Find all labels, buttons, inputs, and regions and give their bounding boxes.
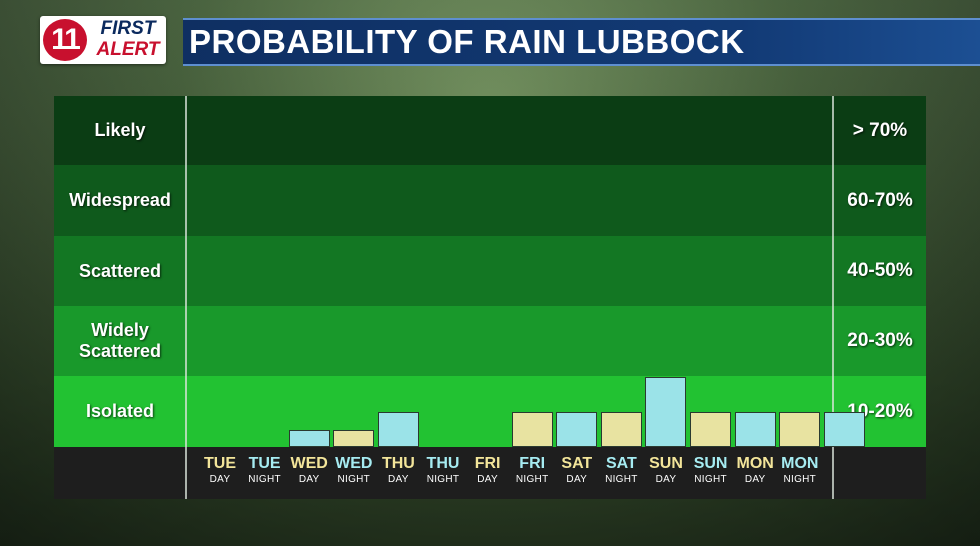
- tick-period: DAY: [477, 474, 498, 485]
- tick-day: WED: [290, 455, 328, 472]
- tick-period: DAY: [209, 474, 231, 485]
- tick-label-fri-night: FRI NIGHT: [510, 455, 554, 487]
- tick-period: DAY: [744, 474, 766, 485]
- tick-day: TUE: [204, 455, 236, 472]
- tick-label-sat-night: SAT NIGHT: [599, 455, 643, 487]
- tick-day: MON: [736, 455, 774, 472]
- bar-fri-day: [511, 412, 553, 447]
- band-range: 20-30%: [847, 330, 913, 351]
- tick-period: NIGHT: [248, 474, 281, 485]
- bar-sat-night: [645, 377, 687, 447]
- band-range: 40-50%: [847, 260, 913, 281]
- x-axis-strip: [54, 447, 926, 499]
- tick-label-fri-day: FRI DAY: [466, 455, 510, 487]
- tick-label-sat-day: SAT DAY: [555, 455, 599, 487]
- bar-wed-day: [333, 429, 375, 447]
- first-alert-logo: 11 FIRST ALERT: [40, 16, 166, 64]
- tick-period: DAY: [388, 474, 409, 485]
- band-widely-scattered: Widely Scattered 20-30%: [54, 306, 926, 376]
- bar-sun-night: [734, 412, 776, 447]
- tick-day: FRI: [519, 455, 546, 472]
- logo-number: 11: [43, 19, 87, 61]
- tick-label-thu-day: THU DAY: [376, 455, 420, 487]
- tick-period: NIGHT: [783, 474, 817, 485]
- tick-period: DAY: [566, 474, 588, 485]
- tick-label-tue-day: TUE DAY: [198, 455, 242, 487]
- logo-wordmark: FIRST ALERT: [90, 18, 166, 60]
- tick-day: THU: [381, 455, 415, 472]
- tick-label-wed-day: WED DAY: [287, 455, 331, 487]
- tick-day: WED: [335, 455, 373, 472]
- left-divider: [185, 96, 187, 499]
- bar-mon-day: [779, 412, 821, 447]
- band-label: Likely: [94, 120, 146, 140]
- tick-period: NIGHT: [337, 474, 371, 485]
- tick-label-thu-night: THU NIGHT: [421, 455, 465, 487]
- band-scattered: Scattered 40-50%: [54, 236, 926, 306]
- tick-day: MON: [781, 455, 819, 472]
- band-range: > 70%: [852, 119, 908, 141]
- tick-period: NIGHT: [515, 474, 549, 485]
- tick-day: THU: [426, 455, 460, 472]
- tick-day: SAT: [561, 455, 593, 472]
- band-label: Scattered: [78, 260, 162, 281]
- tick-period: NIGHT: [426, 474, 460, 485]
- tick-label-mon-day: MON DAY: [733, 455, 777, 487]
- bar-sat-day: [600, 412, 642, 447]
- bar-fri-night: [556, 412, 598, 447]
- tick-label-tue-night: TUE NIGHT: [243, 455, 287, 487]
- tick-label-wed-night: WED NIGHT: [332, 455, 376, 487]
- page-title: PROBABILITY OF RAIN LUBBOCK: [189, 23, 745, 60]
- logo-line-1: FIRST: [100, 18, 156, 39]
- tick-period: DAY: [655, 474, 677, 485]
- band-range: 60-70%: [847, 189, 913, 211]
- tick-label-sun-day: SUN DAY: [644, 455, 688, 487]
- bar-mon-night: [823, 412, 865, 447]
- tick-day: SUN: [693, 455, 728, 472]
- bar-tue-night: [288, 429, 330, 447]
- tick-period: NIGHT: [694, 474, 727, 485]
- tick-period: NIGHT: [605, 474, 638, 485]
- band-label: Isolated: [85, 401, 155, 421]
- band-label: Widely Scattered: [78, 320, 162, 361]
- band-widespread: Widespread 60-70%: [54, 165, 926, 236]
- bar-wed-night: [377, 412, 419, 447]
- tick-day: TUE: [248, 455, 281, 472]
- logo-line-2: ALERT: [96, 39, 160, 60]
- tick-day: SUN: [649, 455, 683, 472]
- band-likely: Likely > 70%: [54, 96, 926, 165]
- tick-label-sun-night: SUN NIGHT: [689, 455, 733, 487]
- right-divider: [832, 96, 834, 499]
- tick-day: FRI: [474, 455, 501, 472]
- bar-sun-day: [690, 412, 731, 447]
- tick-label-mon-night: MON NIGHT: [778, 455, 822, 487]
- tick-period: DAY: [298, 474, 320, 485]
- tick-day: SAT: [605, 455, 637, 472]
- band-label: Widespread: [69, 190, 171, 210]
- title-bar: PROBABILITY OF RAIN LUBBOCK: [183, 18, 980, 66]
